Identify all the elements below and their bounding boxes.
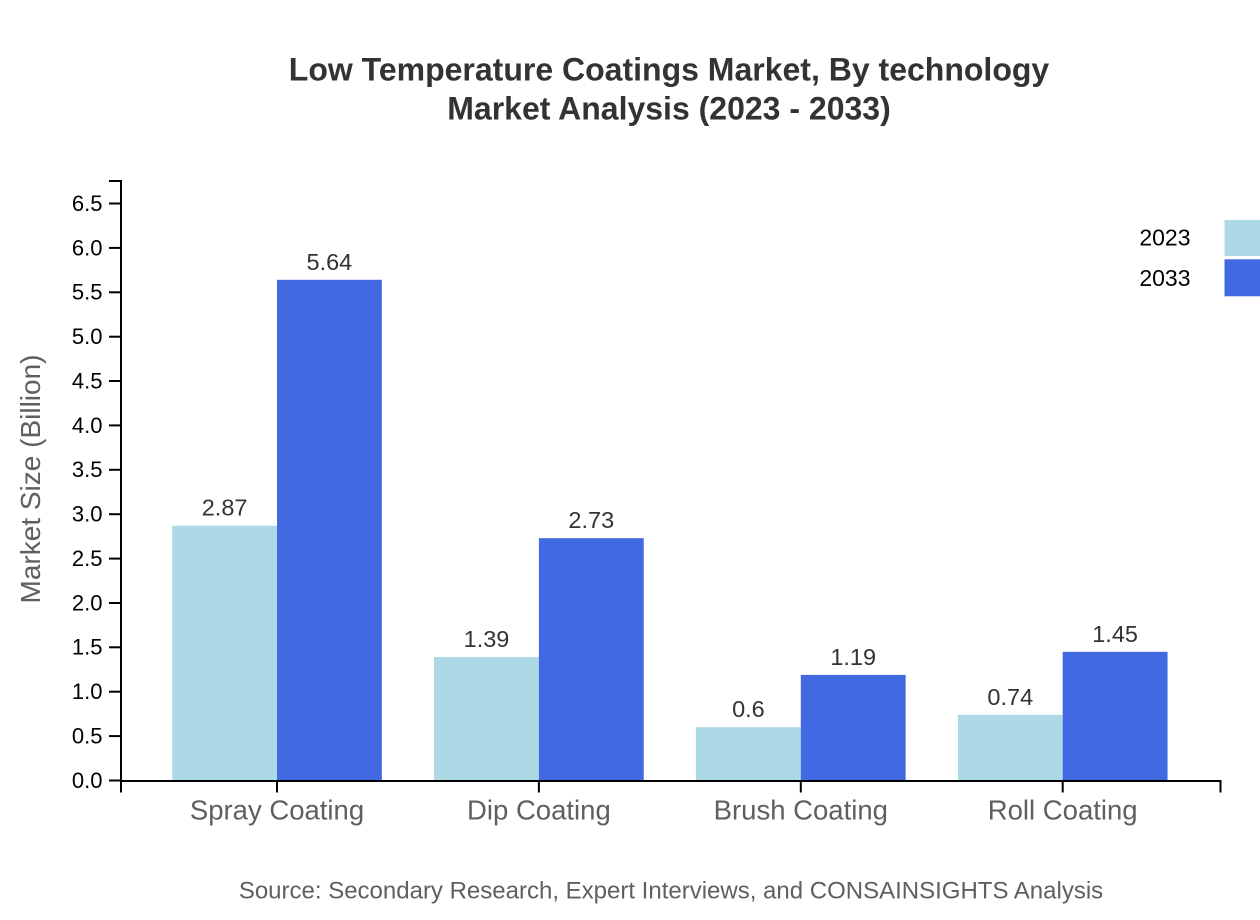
svg-text:2023: 2023 — [1139, 225, 1190, 251]
svg-text:1.45: 1.45 — [1092, 621, 1138, 647]
svg-text:6.5: 6.5 — [72, 191, 103, 216]
svg-text:2.5: 2.5 — [72, 546, 103, 571]
svg-text:4.5: 4.5 — [72, 368, 103, 393]
svg-text:0.6: 0.6 — [732, 696, 765, 722]
svg-text:2.73: 2.73 — [568, 507, 614, 533]
svg-text:3.5: 3.5 — [72, 457, 103, 482]
svg-text:1.19: 1.19 — [830, 644, 876, 670]
svg-text:Market Size (Billion): Market Size (Billion) — [15, 355, 46, 604]
svg-text:0.74: 0.74 — [987, 684, 1033, 710]
svg-text:5.64: 5.64 — [307, 249, 353, 275]
svg-text:2033: 2033 — [1139, 265, 1190, 291]
svg-text:Roll Coating: Roll Coating — [988, 795, 1138, 826]
svg-text:0.0: 0.0 — [72, 768, 103, 793]
svg-text:Dip Coating: Dip Coating — [467, 795, 611, 826]
svg-text:2.0: 2.0 — [72, 590, 103, 615]
svg-text:Brush Coating: Brush Coating — [714, 795, 888, 826]
svg-text:4.0: 4.0 — [72, 413, 103, 438]
svg-text:1.5: 1.5 — [72, 635, 103, 660]
svg-text:1.39: 1.39 — [464, 626, 510, 652]
svg-text:0.5: 0.5 — [72, 724, 103, 749]
svg-text:Source: Secondary Research, Ex: Source: Secondary Research, Expert Inter… — [239, 878, 1103, 905]
svg-text:3.0: 3.0 — [72, 502, 103, 527]
svg-text:2.87: 2.87 — [202, 495, 248, 521]
svg-text:Low Temperature Coatings Marke: Low Temperature Coatings Market, By tech… — [289, 52, 1050, 88]
svg-text:Market Analysis (2023 - 2033): Market Analysis (2023 - 2033) — [447, 91, 891, 127]
svg-text:1.0: 1.0 — [72, 679, 103, 704]
svg-text:Spray Coating: Spray Coating — [190, 795, 364, 826]
svg-text:5.0: 5.0 — [72, 324, 103, 349]
svg-text:6.0: 6.0 — [72, 235, 103, 260]
svg-text:5.5: 5.5 — [72, 280, 103, 305]
